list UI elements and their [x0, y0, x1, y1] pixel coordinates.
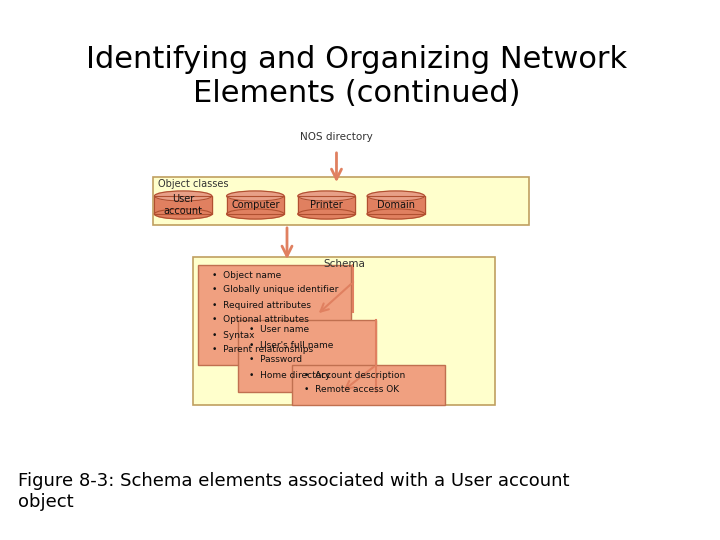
Text: Printer: Printer — [310, 200, 343, 210]
Text: •  Object name: • Object name — [212, 271, 281, 280]
Text: •  Account description: • Account description — [304, 370, 405, 380]
Text: •  Home directory: • Home directory — [249, 370, 330, 380]
Ellipse shape — [298, 191, 355, 201]
Bar — [154, 196, 212, 214]
Text: •  Syntax: • Syntax — [212, 330, 254, 340]
Ellipse shape — [367, 191, 425, 201]
Text: •  Password: • Password — [249, 355, 302, 364]
Bar — [298, 196, 355, 214]
Bar — [367, 196, 425, 214]
FancyBboxPatch shape — [292, 365, 446, 405]
Text: •  User's full name: • User's full name — [249, 341, 334, 349]
Text: •  User name: • User name — [249, 326, 310, 334]
FancyBboxPatch shape — [238, 320, 376, 392]
Text: •  Parent relationships: • Parent relationships — [212, 346, 313, 354]
Ellipse shape — [154, 209, 212, 219]
Bar — [367, 196, 425, 214]
Text: Figure 8-3: Schema elements associated with a User account
object: Figure 8-3: Schema elements associated w… — [18, 472, 570, 511]
Text: •  Remote access OK: • Remote access OK — [304, 384, 399, 394]
Bar — [298, 196, 355, 214]
Text: Schema: Schema — [323, 259, 365, 269]
FancyBboxPatch shape — [193, 257, 495, 405]
Text: •  Required attributes: • Required attributes — [212, 300, 311, 309]
Bar — [227, 196, 284, 214]
Text: Identifying and Organizing Network
Elements (continued): Identifying and Organizing Network Eleme… — [86, 45, 627, 107]
Ellipse shape — [227, 209, 284, 219]
Ellipse shape — [367, 209, 425, 219]
Ellipse shape — [298, 209, 355, 219]
FancyBboxPatch shape — [153, 177, 529, 225]
Text: User
account: User account — [163, 194, 202, 216]
Ellipse shape — [154, 191, 212, 201]
Bar — [227, 196, 284, 214]
Bar — [154, 196, 212, 214]
Text: NOS directory: NOS directory — [300, 132, 373, 142]
Ellipse shape — [227, 191, 284, 201]
Text: •  Globally unique identifier: • Globally unique identifier — [212, 286, 338, 294]
Text: Object classes: Object classes — [158, 179, 229, 189]
Text: •  Optional attributes: • Optional attributes — [212, 315, 309, 325]
Text: Computer: Computer — [231, 200, 279, 210]
FancyBboxPatch shape — [198, 265, 351, 365]
Text: Domain: Domain — [377, 200, 415, 210]
